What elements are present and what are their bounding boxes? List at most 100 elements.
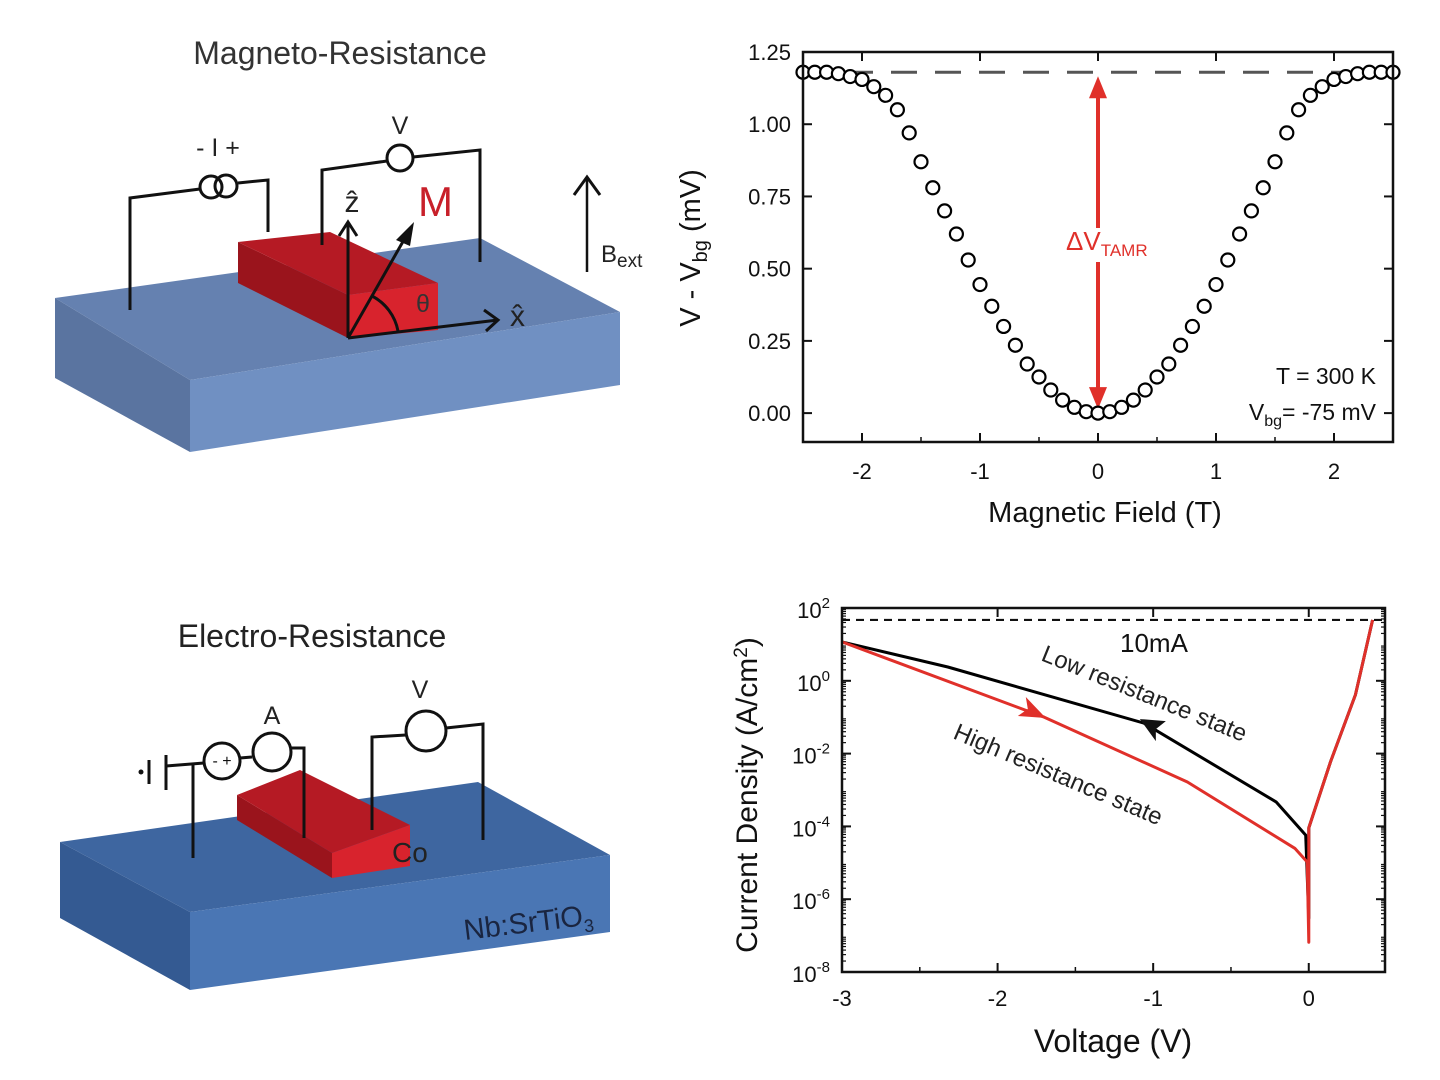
y-tick-exponent: 0 [822, 668, 830, 685]
y-tick-base: 10 [797, 598, 821, 623]
ammeter-icon [251, 731, 293, 773]
y-tick-base: 10 [797, 671, 821, 696]
x-tick-label: 1 [1210, 459, 1222, 484]
vbg-annotation: Vbg= -75 mV [1249, 399, 1377, 430]
vbg-sub: bg [1264, 413, 1282, 430]
data-point [984, 298, 1000, 314]
magneto-resistance-diagram: Magneto-Resistance - I + V ẑ M θ x̂ Bext [55, 35, 643, 452]
x-tick-label: 0 [1303, 986, 1315, 1011]
data-point [1161, 356, 1177, 372]
substrate-front-face [190, 855, 610, 990]
data-point [1196, 298, 1212, 314]
y-tick-base: 10 [792, 962, 816, 987]
voltage-source-icon [202, 741, 242, 781]
data-point [995, 318, 1012, 335]
vbg-main: V [1249, 399, 1265, 425]
data-point [1290, 102, 1307, 118]
y-tick-exponent: -6 [817, 886, 830, 903]
data-point [1184, 318, 1201, 335]
data-point [1125, 392, 1142, 408]
plot-frame [840, 606, 1387, 974]
iv-curves [841, 618, 1385, 944]
angle-arc [371, 294, 400, 332]
ammeter-label: A [264, 702, 281, 730]
data-point [1231, 226, 1248, 242]
x-tick-label: 0 [1092, 459, 1104, 484]
source-label: - + [212, 753, 231, 770]
electrode-label: Co [392, 837, 428, 868]
current-source-icon-2 [213, 173, 239, 199]
data-point [901, 125, 917, 141]
electrode-top-face [237, 770, 410, 853]
axis-ticks: -2 -1 0 1 2 0.00 0.25 0.50 0.75 1.00 1.25 [748, 40, 1394, 484]
x-arrowhead-icon [483, 308, 501, 333]
delta-v-main: ΔV [1066, 226, 1101, 256]
current-source-label: - I + [196, 134, 240, 162]
data-point [1220, 252, 1236, 268]
data-point [1267, 154, 1283, 170]
magnetization-arrowhead-icon [396, 222, 414, 246]
diagram-title-electro: Electro-Resistance [178, 618, 447, 654]
data-point [877, 87, 894, 103]
data-point [925, 180, 941, 196]
field-arrowhead-icon [572, 174, 602, 196]
field-label: Bext [601, 241, 643, 272]
source-ammeter-wire [239, 755, 253, 760]
delta-v-label-background [1043, 228, 1153, 262]
data-point [1113, 399, 1130, 415]
temperature-annotation: T = 300 K [1276, 363, 1377, 389]
data-point [913, 154, 929, 170]
x-tick-label: 2 [1328, 459, 1340, 484]
y-tick-label: 0.75 [748, 184, 791, 209]
y-tick-label: 10-6 [792, 886, 830, 914]
arrowhead-up-icon [1089, 76, 1107, 99]
vbg-tail: = -75 mV [1282, 399, 1377, 425]
voltmeter-label: V [412, 676, 429, 704]
ammeter-wire [291, 746, 306, 838]
data-point [1031, 369, 1047, 385]
data-point [1019, 356, 1035, 372]
data-point [936, 203, 953, 219]
field-label-main: B [601, 241, 617, 268]
data-point [1302, 87, 1319, 103]
y-axis-label-main: V - V [675, 262, 707, 327]
source-wire [165, 761, 205, 768]
low-state-direction-arrow-icon [1139, 719, 1166, 742]
x-tick-label: -1 [1143, 986, 1163, 1011]
voltmeter-icon [385, 143, 415, 173]
current-wire-right [237, 178, 270, 232]
y-axis-label-sub: bg [690, 240, 712, 262]
data-point [866, 79, 882, 95]
data-point [1172, 337, 1189, 353]
data-point [1314, 79, 1330, 95]
x-tick-label: -2 [852, 459, 872, 484]
data-point [1007, 337, 1024, 353]
x-axis-label: Magnetic Field (T) [988, 497, 1222, 529]
voltage-wire [320, 159, 388, 245]
x-tick-label: -1 [970, 459, 990, 484]
voltage-wire-right [412, 148, 482, 262]
x-tick-label: -3 [832, 986, 852, 1011]
high-state-direction-arrow-icon [1017, 697, 1046, 719]
electro-resistance-diagram: Electro-Resistance - + A V Co Nb:SrTiO3 [60, 618, 610, 990]
y-tick-label: 0.25 [748, 329, 791, 354]
data-point [1137, 382, 1153, 398]
data-point [948, 226, 965, 242]
data-point [1054, 392, 1071, 408]
data-point [1243, 203, 1260, 219]
y-axis-label-main: Current Density (A/cm [731, 658, 764, 953]
substrate-left-face [60, 842, 190, 990]
high-resistance-label: High resistance state [950, 719, 1167, 831]
diagram-title-magneto: Magneto-Resistance [193, 35, 486, 71]
y-tick-label: 102 [797, 595, 830, 623]
data-point [1208, 276, 1224, 293]
current-wire [128, 187, 201, 310]
data-point [1255, 180, 1271, 196]
data-point [972, 276, 988, 293]
current-source-icon [198, 174, 224, 200]
y-tick-label: 10-8 [792, 959, 830, 987]
field-label-sub: ext [617, 251, 643, 272]
tamr-chart: -2 -1 0 1 2 0.00 0.25 0.50 0.75 1.00 1.25 Magnetic… [675, 40, 1401, 529]
y-axis-label: V - Vbg (mV) [675, 169, 712, 327]
